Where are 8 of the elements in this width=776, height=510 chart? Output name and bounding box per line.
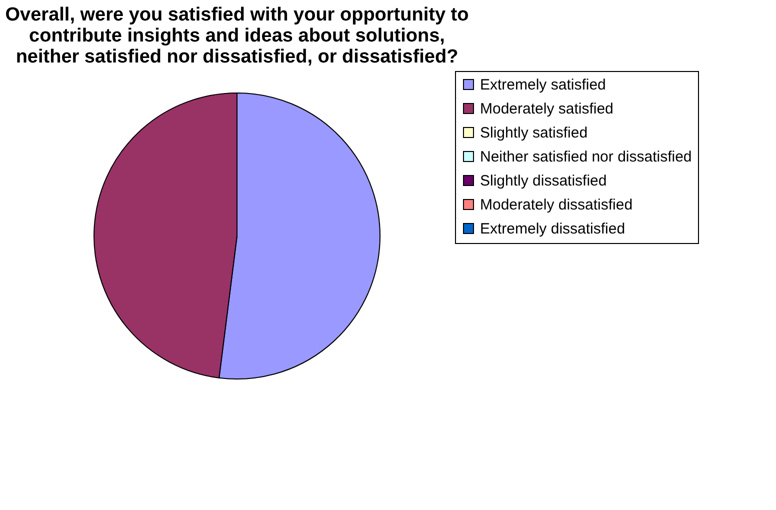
chart-title: Overall, were you satisfied with your opportunity to contribute insights and ideas about solutions, neither satisfied nor dissatisfied, or dissatisfied? (5, 4, 469, 68)
legend-label: Slightly dissatisfied (480, 172, 607, 190)
legend-label: Neither satisfied nor dissatisfied (480, 148, 692, 166)
legend-label: Moderately dissatisfied (480, 196, 633, 214)
legend-label: Extremely dissatisfied (480, 220, 626, 238)
legend-label: Moderately satisfied (480, 100, 614, 118)
legend-label: Slightly satisfied (480, 124, 588, 142)
legend-label: Extremely satisfied (480, 76, 606, 94)
